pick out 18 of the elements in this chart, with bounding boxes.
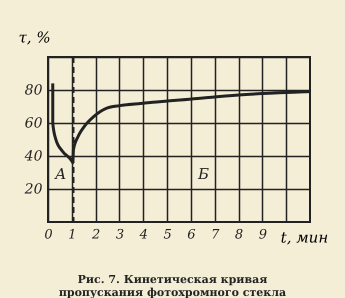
x-tick-label: 4 — [138, 228, 148, 242]
x-tick-label: 6 — [187, 228, 196, 242]
annotation: Б — [197, 165, 210, 184]
x-tick-label: 0 — [44, 228, 53, 242]
y-axis-title: τ, % — [18, 28, 51, 46]
x-axis-title: t, мин — [280, 228, 328, 246]
x-tick-label: 9 — [258, 228, 268, 242]
y-tick-label: 40 — [24, 148, 43, 164]
annotation: А — [54, 165, 66, 184]
x-tick-label: 3 — [116, 228, 124, 242]
y-tick-label: 80 — [24, 82, 43, 98]
x-tick-label: 2 — [90, 228, 100, 242]
y-tick-label: 20 — [24, 182, 43, 198]
x-tick-label: 1 — [68, 228, 76, 242]
x-tick-label: 7 — [211, 228, 220, 242]
y-tick-label: 60 — [24, 116, 43, 132]
x-tick-label: 8 — [234, 228, 244, 242]
x-tick-label: 5 — [163, 228, 172, 242]
